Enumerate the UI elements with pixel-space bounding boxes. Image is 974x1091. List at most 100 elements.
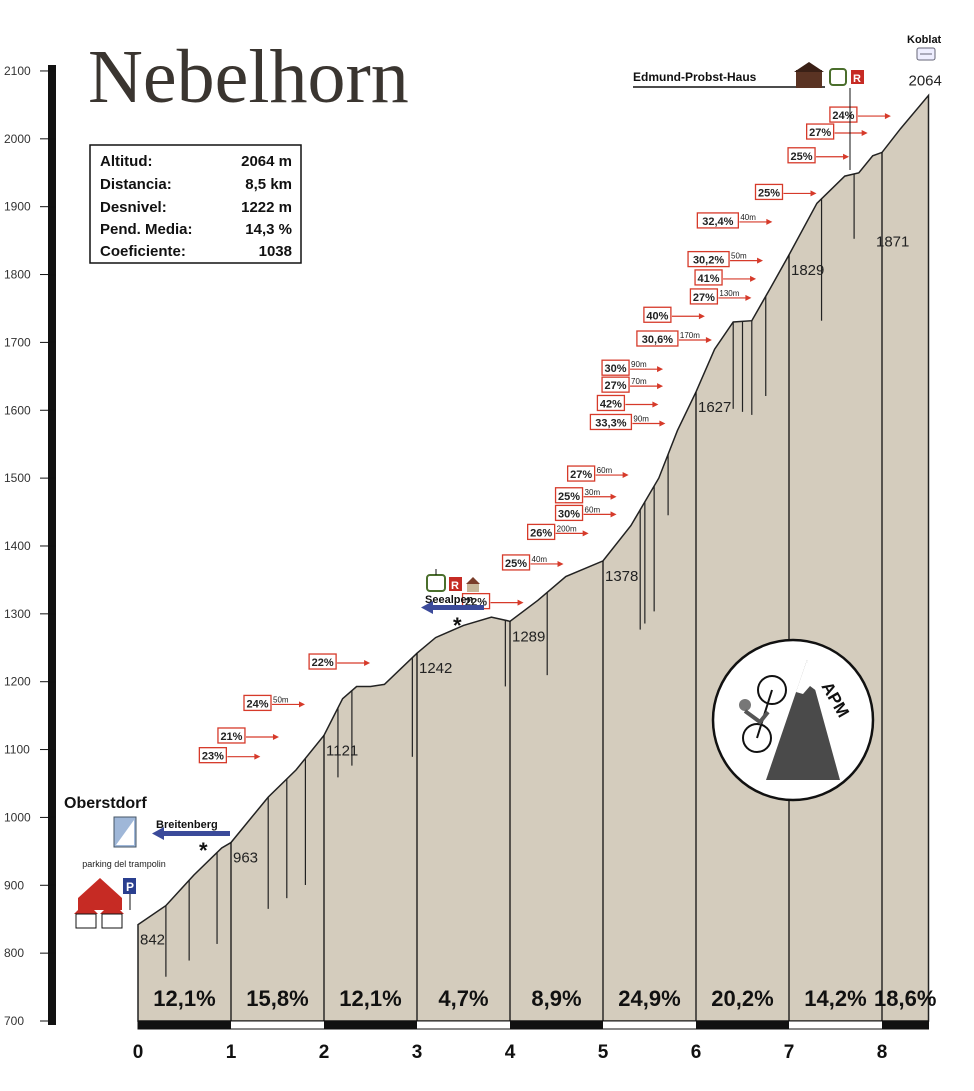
max-slope-length: 60m: [585, 505, 601, 514]
max-slope-label: 27%: [809, 127, 831, 139]
chart-title: Nebelhorn: [88, 35, 409, 119]
km-altitude-label: 1242: [419, 660, 452, 677]
max-slope-box: [501, 554, 531, 571]
km-altitudes: 842 963 1121 1242 1289 1378 1627 1829 1871 2064: [140, 72, 942, 948]
km-gradient-label: 4,7%: [438, 986, 488, 1011]
km-gradient-label: 12,1%: [339, 986, 401, 1011]
max-slope-box: [527, 523, 556, 541]
max-slope-arrowhead: [364, 660, 371, 667]
y-tick-label: 1300: [4, 607, 31, 621]
km-gradient-label: 24,9%: [618, 986, 680, 1011]
max-slope-arrowhead: [705, 337, 712, 344]
max-slope-marker: 41%: [694, 269, 757, 286]
max-slope-length: 200m: [557, 524, 577, 533]
max-slope-label: 25%: [505, 558, 527, 570]
max-slope-length: 60m: [597, 466, 613, 475]
profile-area: [137, 93, 930, 1022]
y-tick-label: 2000: [4, 132, 31, 146]
max-slope-box: [694, 269, 723, 286]
max-slope-marker: 25%: [754, 183, 817, 201]
max-slope-arrowhead: [843, 153, 850, 160]
max-slope-marker: 23%: [198, 747, 261, 764]
x-axis: 0 1 2 3 4 5 6 7 8: [133, 1020, 929, 1063]
max-slope-box: [554, 504, 584, 522]
max-slope-label: 27%: [570, 469, 592, 481]
stat-label: Desnivel:: [100, 199, 167, 216]
max-slope-marker: 24%: [829, 106, 891, 123]
max-slope-box: [689, 288, 719, 305]
max-slope-marker: 21%: [217, 727, 279, 744]
place-koblat: Koblat: [907, 34, 942, 46]
x-tick-label: 0: [133, 1042, 144, 1063]
x-tick-label: 7: [784, 1042, 795, 1063]
max-slope-length: 130m: [719, 289, 739, 298]
max-slope-label: 33,3%: [595, 417, 626, 429]
max-slope-marker: 27% 70m: [601, 376, 664, 393]
x-tick-label: 5: [598, 1042, 609, 1063]
stat-label: Distancia:: [100, 176, 172, 193]
max-slope-arrowhead: [698, 313, 705, 320]
parking-icon: P: [123, 878, 136, 910]
max-slope-arrowhead: [657, 366, 664, 373]
svg-text:R: R: [451, 580, 459, 592]
km-altitude-label: 1871: [876, 233, 909, 250]
max-slope-box: [198, 747, 228, 764]
max-slope-marker: 25% 30m: [554, 487, 617, 504]
max-slope-arrowhead: [657, 383, 664, 390]
max-slope-marker: 30,2% 50m: [687, 250, 764, 268]
max-slope-label: 30%: [605, 363, 627, 375]
svg-text:P: P: [126, 880, 134, 894]
max-slope-label: 24%: [246, 698, 268, 710]
km-altitude-label: 1829: [791, 262, 824, 279]
max-slope-label: 30%: [558, 508, 580, 520]
max-slope-label: 23%: [202, 751, 224, 763]
max-slope-marker: 25%: [787, 147, 850, 164]
max-slope-arrowhead: [557, 560, 564, 567]
max-slope-length: 90m: [633, 414, 649, 423]
max-slope-marker: 32,4% 40m: [696, 212, 773, 229]
max-slope-box: [217, 727, 246, 744]
stat-value: 8,5 km: [245, 176, 292, 193]
max-slope-arrowhead: [652, 401, 659, 408]
max-slope-label: 26%: [530, 527, 552, 539]
km-gradient-label: 12,1%: [153, 986, 215, 1011]
place-edmund-probst-haus: Edmund-Probst-Haus: [633, 70, 757, 84]
max-slope-label: 24%: [832, 110, 854, 122]
y-tick-label: 1400: [4, 539, 31, 553]
y-tick-label: 900: [4, 878, 24, 892]
km-gradients: 12,1% 15,8% 12,1% 4,7% 8,9% 24,9% 20,2% 14,2% 18…: [153, 986, 936, 1011]
max-slope-label: 25%: [758, 187, 780, 199]
km-gradient-label: 8,9%: [531, 986, 581, 1011]
max-slope-label: 25%: [791, 151, 813, 163]
koblat-marker: Koblat: [907, 34, 942, 61]
max-slope-marker: 30,6% 170m: [636, 330, 712, 347]
svg-text:R: R: [853, 73, 861, 85]
restaurant-icon: R: [449, 577, 462, 592]
y-tick-label: 1700: [4, 335, 31, 349]
max-slope-arrowhead: [582, 530, 589, 537]
max-slope-length: 40m: [740, 213, 756, 222]
km-dividers: [230, 152, 883, 1021]
edmund-probst-haus-marker: Edmund-Probst-Haus R: [633, 62, 864, 170]
y-tick-label: 1000: [4, 810, 31, 824]
max-slope-arrowhead: [745, 294, 752, 301]
y-tick-label: 1800: [4, 268, 31, 282]
max-slope-box: [754, 183, 784, 201]
max-slope-arrowhead: [254, 753, 261, 760]
mountain-icon: [766, 660, 840, 780]
x-axis-segment: [510, 1021, 603, 1029]
max-slope-marker: 24% 50m: [243, 694, 305, 712]
max-slope-arrowhead: [299, 701, 305, 708]
max-slope-box: [589, 413, 633, 431]
y-tick-label: 700: [4, 1014, 24, 1028]
stat-value: 1222 m: [241, 199, 292, 216]
max-slope-marker: 25% 40m: [501, 554, 564, 571]
km-altitude-label: 1289: [512, 628, 545, 645]
x-tick-label: 4: [505, 1042, 516, 1063]
max-slope-arrowhead: [622, 472, 629, 479]
y-tick-label: 1500: [4, 471, 31, 485]
max-slope-arrowhead: [517, 599, 524, 606]
max-slope-box: [806, 123, 835, 140]
max-slope-marker: 30% 90m: [601, 359, 664, 376]
